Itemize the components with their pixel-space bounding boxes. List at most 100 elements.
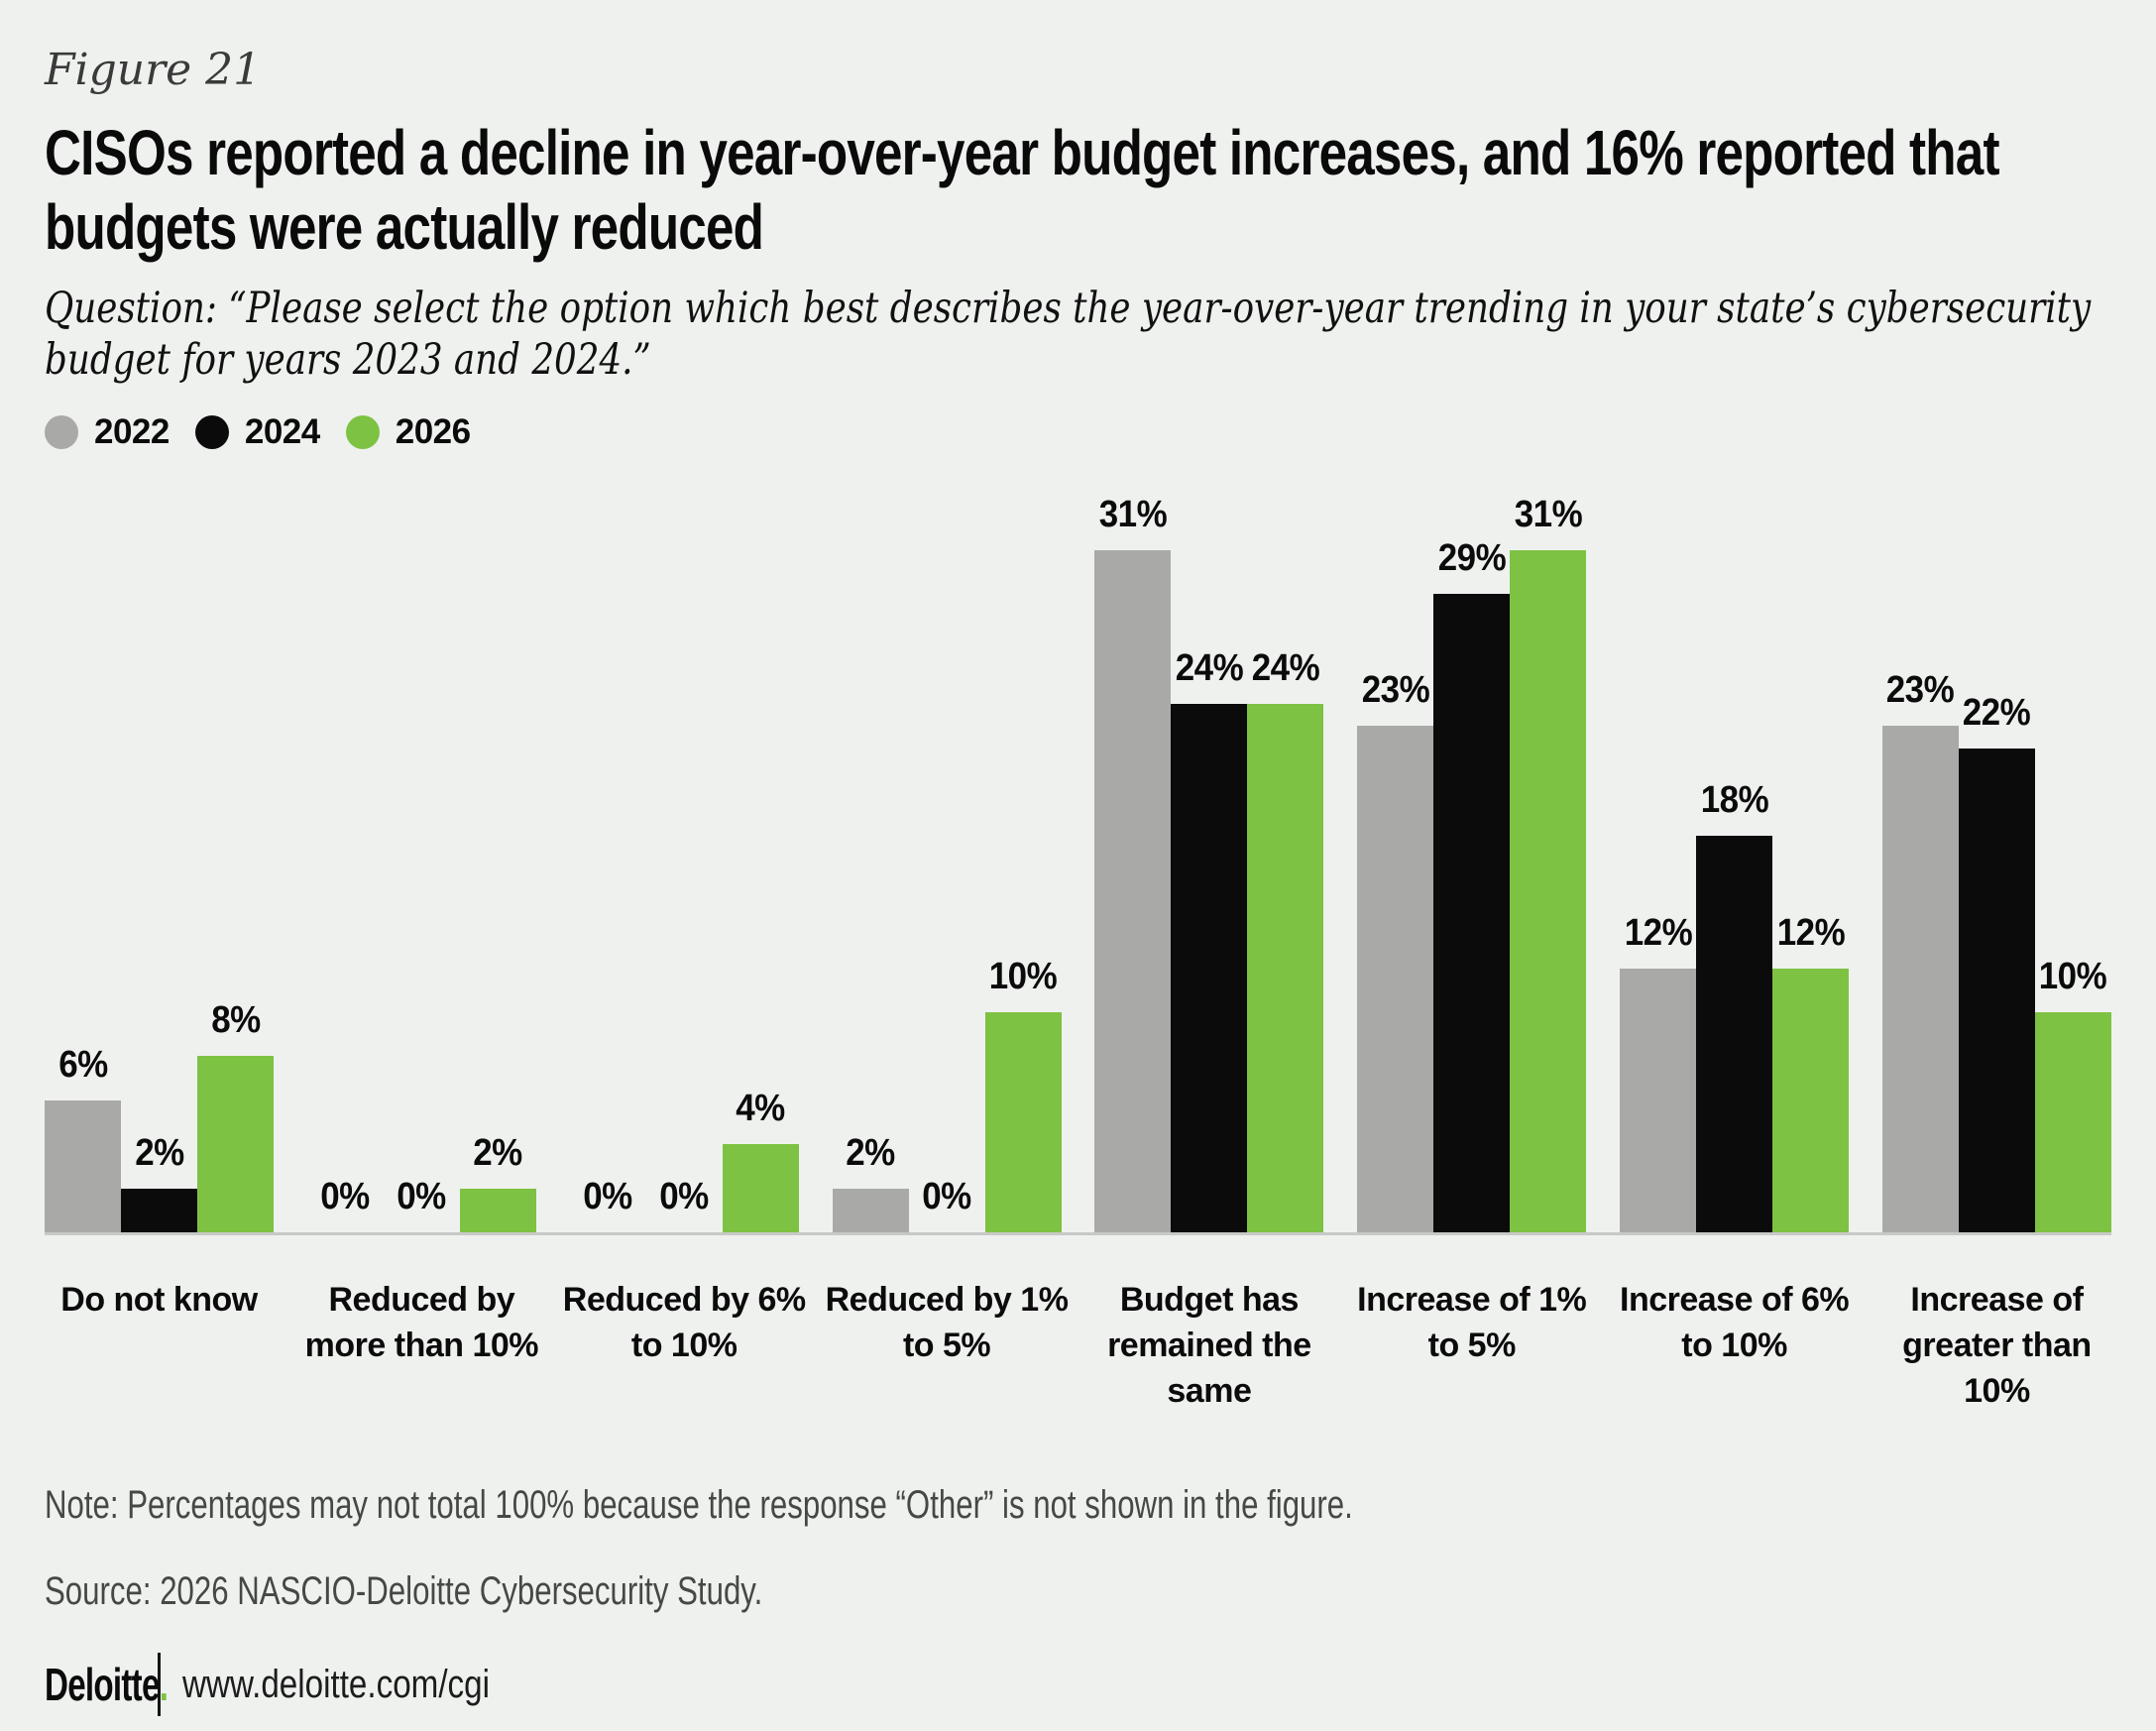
category-label: Reduced by more than 10% bbox=[304, 1281, 539, 1364]
legend-label-2024: 2024 bbox=[244, 412, 320, 451]
bar-group: 23% 22% 10% bbox=[1881, 483, 2111, 1232]
legend-item-2022: 2022 bbox=[45, 412, 170, 452]
bar-2024 bbox=[1958, 749, 2035, 1232]
category-slot: Increase of 6% to 10% bbox=[1620, 1277, 1850, 1414]
legend-dot-2026-icon bbox=[345, 415, 380, 449]
bar-value-label: 24% bbox=[1251, 647, 1320, 689]
category-slot: Reduced by more than 10% bbox=[305, 1277, 539, 1414]
legend-dot-2024-icon bbox=[194, 415, 229, 449]
bar-slot: 2% bbox=[459, 483, 536, 1232]
category-label: Do not know bbox=[60, 1281, 258, 1319]
bar-value-label: 10% bbox=[988, 956, 1058, 997]
bar-value-label: 6% bbox=[57, 1044, 108, 1086]
bar-2024 bbox=[1171, 704, 1248, 1232]
bar-group: 23% 29% 31% bbox=[1357, 483, 1587, 1232]
category-slot: Reduced by 1% to 5% bbox=[826, 1277, 1069, 1414]
bar-value-label: 12% bbox=[1776, 912, 1845, 954]
bar-slot: 8% bbox=[197, 483, 274, 1232]
deloitte-green-dot: . bbox=[159, 1659, 169, 1710]
bar-value-label: 0% bbox=[320, 1176, 371, 1217]
bar-slot: 29% bbox=[1433, 483, 1511, 1232]
bar-slot: 10% bbox=[2034, 483, 2111, 1232]
bar-2026 bbox=[2034, 1012, 2111, 1232]
bar-slot: 6% bbox=[45, 483, 121, 1232]
bar-value-label: 18% bbox=[1700, 779, 1768, 821]
category-slot: Do not know bbox=[45, 1277, 274, 1414]
bar-2022 bbox=[832, 1189, 909, 1232]
category-label: Reduced by 1% to 5% bbox=[825, 1281, 1069, 1364]
bar-slot: 4% bbox=[722, 483, 799, 1232]
category-slot: Reduced by 6% to 10% bbox=[563, 1277, 806, 1414]
bar-2024 bbox=[121, 1189, 197, 1232]
bar-value-label: 2% bbox=[473, 1132, 523, 1174]
bar-2026 bbox=[1510, 550, 1587, 1232]
bar-value-label: 24% bbox=[1175, 647, 1244, 689]
footer-divider bbox=[158, 1653, 162, 1716]
bar-group: 31% 24% 24% bbox=[1094, 483, 1324, 1232]
footer: Deloitte. www.deloitte.com/cgi bbox=[45, 1652, 2111, 1717]
question-text: Question: “Please select the option whic… bbox=[45, 284, 2092, 385]
bar-slot: 23% bbox=[1357, 483, 1434, 1232]
bar-slot: 0% bbox=[384, 483, 460, 1232]
deloitte-logo: Deloitte. bbox=[45, 1658, 169, 1711]
bar-value-label: 10% bbox=[2039, 956, 2107, 997]
category-label: Increase of greater than 10% bbox=[1902, 1281, 2092, 1410]
bar-value-label: 31% bbox=[1098, 494, 1168, 535]
bar-slot: 2% bbox=[121, 483, 197, 1232]
bar-slot: 12% bbox=[1620, 483, 1697, 1232]
category-slot: Increase of 1% to 5% bbox=[1357, 1277, 1587, 1414]
bar-group: 12% 18% 12% bbox=[1620, 483, 1850, 1232]
bar-2022 bbox=[45, 1100, 121, 1232]
bar-value-label: 4% bbox=[736, 1088, 785, 1129]
note-text: Note: Percentages may not total 100% bec… bbox=[45, 1483, 1353, 1527]
bar-2022 bbox=[1881, 726, 1959, 1232]
bar-value-label: 8% bbox=[210, 999, 261, 1041]
bar-value-label: 29% bbox=[1437, 537, 1507, 579]
bar-2026 bbox=[722, 1144, 799, 1232]
bar-value-label: 0% bbox=[583, 1176, 632, 1217]
category-slot: Budget has remained the same bbox=[1094, 1277, 1323, 1414]
bar-value-label: 31% bbox=[1514, 494, 1583, 535]
bar-slot: 18% bbox=[1696, 483, 1773, 1232]
figure-label: Figure 21 bbox=[45, 45, 262, 95]
bar-2024 bbox=[1696, 836, 1773, 1232]
bar-2022 bbox=[1620, 969, 1697, 1232]
bar-2022 bbox=[1357, 726, 1434, 1232]
bar-value-label: 2% bbox=[134, 1132, 184, 1174]
legend-label-2026: 2026 bbox=[395, 412, 471, 451]
plot-area: 6% 2% 8% 0% 0% 2% 0% 0% 4% 2% 0% 10% 31% 24% 24% 23% 29%… bbox=[45, 483, 2111, 1232]
legend-label-2022: 2022 bbox=[94, 412, 170, 451]
category-label: Budget has remained the same bbox=[1107, 1281, 1311, 1410]
bar-value-label: 2% bbox=[846, 1132, 895, 1174]
bar-value-label: 0% bbox=[659, 1176, 709, 1217]
bar-value-label: 23% bbox=[1361, 669, 1430, 711]
bar-value-label: 0% bbox=[922, 1176, 971, 1217]
bar-2026 bbox=[459, 1189, 536, 1232]
bar-value-label: 12% bbox=[1624, 912, 1692, 954]
category-axis: Do not know Reduced by more than 10% Reduc… bbox=[45, 1277, 2111, 1414]
bar-2026 bbox=[1247, 704, 1324, 1232]
bar-value-label: 23% bbox=[1886, 669, 1955, 711]
bar-2026 bbox=[984, 1012, 1062, 1232]
category-label: Increase of 6% to 10% bbox=[1620, 1281, 1850, 1364]
bar-value-label: 22% bbox=[1963, 692, 2031, 734]
bar-value-label: 0% bbox=[397, 1176, 447, 1217]
legend-dot-2022-icon bbox=[45, 415, 78, 449]
category-slot: Increase of greater than 10% bbox=[1882, 1277, 2111, 1414]
footer-url: www.deloitte.com/cgi bbox=[182, 1662, 491, 1706]
chart-legend: 2022 2024 2026 bbox=[45, 411, 2111, 453]
category-label: Reduced by 6% to 10% bbox=[562, 1281, 806, 1364]
bar-group: 0% 0% 2% bbox=[307, 483, 536, 1232]
bar-2024 bbox=[1433, 594, 1511, 1232]
bar-slot: 24% bbox=[1171, 483, 1248, 1232]
bar-slot: 0% bbox=[307, 483, 384, 1232]
bar-group: 2% 0% 10% bbox=[832, 483, 1062, 1232]
bar-slot: 24% bbox=[1247, 483, 1324, 1232]
bar-2026 bbox=[197, 1056, 274, 1232]
bar-slot: 31% bbox=[1510, 483, 1587, 1232]
category-label: Increase of 1% to 5% bbox=[1357, 1281, 1587, 1364]
bar-slot: 23% bbox=[1881, 483, 1959, 1232]
bar-slot: 0% bbox=[570, 483, 646, 1232]
legend-item-2026: 2026 bbox=[345, 412, 471, 452]
bar-group: 6% 2% 8% bbox=[45, 483, 274, 1232]
